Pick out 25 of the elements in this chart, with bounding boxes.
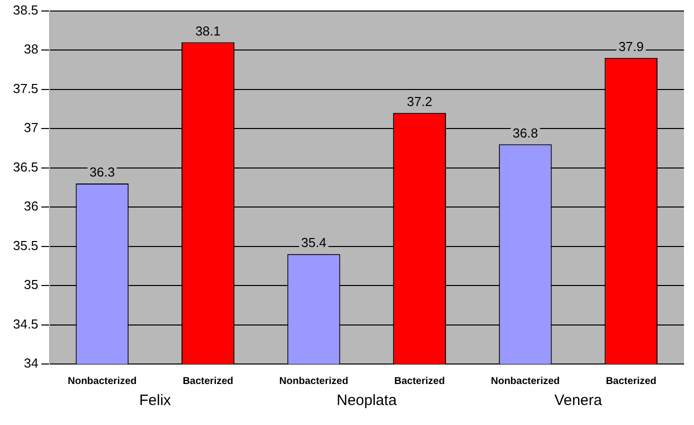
x-tick-label: Nonbacterized (68, 376, 137, 387)
data-label: 37.9 (618, 38, 644, 54)
data-label: 37.2 (406, 94, 432, 109)
y-tick-label: 34 (24, 356, 38, 371)
y-tick-label: 36.5 (12, 159, 38, 174)
data-label: 36.8 (512, 125, 538, 140)
y-tick-label: 36 (24, 198, 38, 214)
x-tick-label: Nonbacterized (490, 376, 560, 387)
x-tick-label: Nonbacterized (279, 376, 348, 387)
data-label: 38.1 (195, 23, 221, 38)
data-label: 35.4 (301, 235, 326, 250)
y-tick-label: 35.5 (12, 238, 38, 253)
text: Venera (554, 392, 602, 409)
y-tick-label: 37.5 (12, 80, 38, 96)
y-tick-label: 34.5 (12, 316, 38, 332)
y-tick-label: 37 (24, 120, 38, 136)
text: Neoplata (336, 392, 397, 409)
x-tick-label: Bacterized (182, 376, 234, 387)
text: Felix (139, 392, 171, 409)
y-tick-label: 38.5 (12, 2, 38, 18)
x-tick-label: Bacterized (394, 376, 445, 387)
x-tick-label: Bacterized (606, 376, 656, 387)
data-label: 36.3 (90, 164, 115, 180)
y-tick-label: 35 (24, 277, 38, 292)
y-tick-label: 38 (24, 42, 38, 57)
